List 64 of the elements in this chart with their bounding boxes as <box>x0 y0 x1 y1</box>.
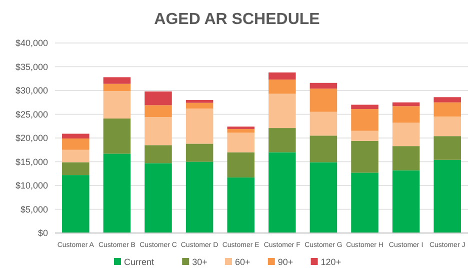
y-tick-label: $10,000 <box>15 180 48 191</box>
y-tick-label: $5,000 <box>20 204 48 214</box>
bar <box>392 170 420 233</box>
bar <box>268 152 296 233</box>
bar <box>351 104 378 110</box>
bar <box>268 80 296 94</box>
bar <box>62 134 90 138</box>
bar <box>62 150 90 162</box>
y-tick-label: $30,000 <box>15 86 48 96</box>
legend-label: 30+ <box>192 257 208 268</box>
bar <box>186 144 214 162</box>
legend-label: 120+ <box>320 257 342 268</box>
bar <box>227 132 254 152</box>
legend-label: 90+ <box>278 257 294 268</box>
bar <box>227 152 254 178</box>
bar <box>144 145 172 164</box>
legend-label: 60+ <box>235 257 250 268</box>
legend-label: Current <box>124 257 155 268</box>
bar <box>62 175 90 233</box>
y-tick-label: $35,000 <box>15 62 48 72</box>
bar <box>144 105 172 118</box>
bar <box>103 90 131 119</box>
bar <box>186 100 214 103</box>
bar <box>268 94 296 128</box>
bar <box>227 128 254 133</box>
y-tick-label: $40,000 <box>15 38 48 48</box>
bar <box>392 146 420 170</box>
y-tick-label: $15,000 <box>15 156 48 167</box>
chart-title: AGED AR SCHEDULE <box>154 11 320 28</box>
bar <box>227 177 254 233</box>
bar <box>144 163 172 233</box>
bar <box>310 162 338 233</box>
bar <box>310 112 338 136</box>
bar <box>62 138 90 150</box>
bar <box>186 102 214 109</box>
bar <box>434 160 461 233</box>
y-tick-label: $25,000 <box>15 109 48 120</box>
bar <box>392 102 420 106</box>
bar <box>351 130 378 141</box>
bar <box>310 136 338 162</box>
bar <box>186 162 214 233</box>
bar <box>144 117 172 146</box>
y-tick-label: $20,000 <box>15 133 48 144</box>
bar <box>268 72 296 80</box>
bar <box>351 140 378 173</box>
bar <box>103 84 131 91</box>
bar <box>434 136 461 160</box>
bar <box>268 128 296 152</box>
y-tick-label: $0 <box>38 228 48 238</box>
bar <box>392 106 420 123</box>
bar <box>103 77 131 84</box>
bar <box>144 91 172 106</box>
bar <box>392 122 420 146</box>
bar <box>351 109 378 131</box>
bar <box>186 108 214 144</box>
bar <box>103 118 131 154</box>
bar <box>434 102 461 117</box>
bar <box>434 97 461 102</box>
bar <box>434 116 461 136</box>
bar <box>103 154 131 233</box>
bar <box>351 172 378 233</box>
bar <box>310 88 338 112</box>
bar <box>310 82 338 89</box>
bar <box>62 162 90 176</box>
